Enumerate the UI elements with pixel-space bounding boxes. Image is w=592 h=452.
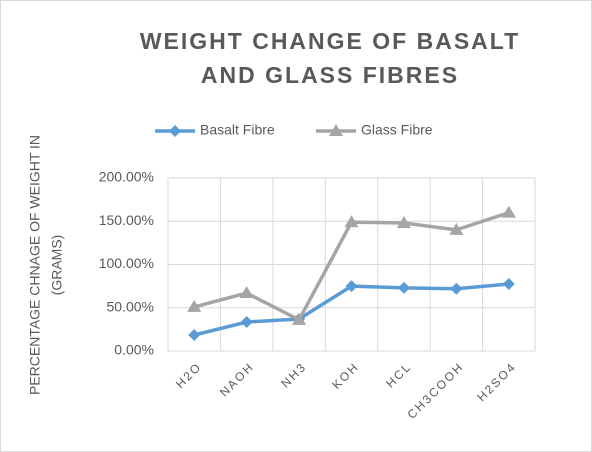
marker: [239, 286, 254, 299]
y-axis-label: PERCENTAGE CHNAGE OF WEIGHT IN: [27, 135, 43, 395]
series: [187, 205, 516, 325]
legend-label: Basalt Fibre: [200, 122, 275, 138]
marker: [188, 328, 201, 341]
marker: [501, 205, 516, 218]
y-tick-label: 150.00%: [99, 212, 154, 228]
marker: [187, 299, 202, 312]
marker: [397, 281, 410, 294]
marker: [396, 215, 411, 228]
series: [188, 277, 515, 341]
y-tick-label: 0.00%: [114, 342, 154, 358]
marker: [502, 277, 515, 290]
marker: [240, 316, 253, 329]
legend-label: Glass Fibre: [361, 122, 433, 138]
y-tick-label: 100.00%: [99, 255, 154, 271]
marker: [329, 124, 343, 136]
marker: [450, 282, 463, 295]
marker: [449, 222, 464, 235]
marker: [344, 215, 359, 228]
marker: [345, 280, 358, 293]
y-tick-label: 200.00%: [99, 169, 154, 185]
chart-title: AND GLASS FIBRES: [201, 62, 459, 88]
y-axis-label: (GRAMS): [49, 235, 65, 296]
marker: [292, 312, 307, 325]
chart-title: WEIGHT CHANGE OF BASALT: [140, 28, 520, 54]
y-tick-label: 50.00%: [107, 298, 154, 314]
marker: [169, 125, 181, 137]
